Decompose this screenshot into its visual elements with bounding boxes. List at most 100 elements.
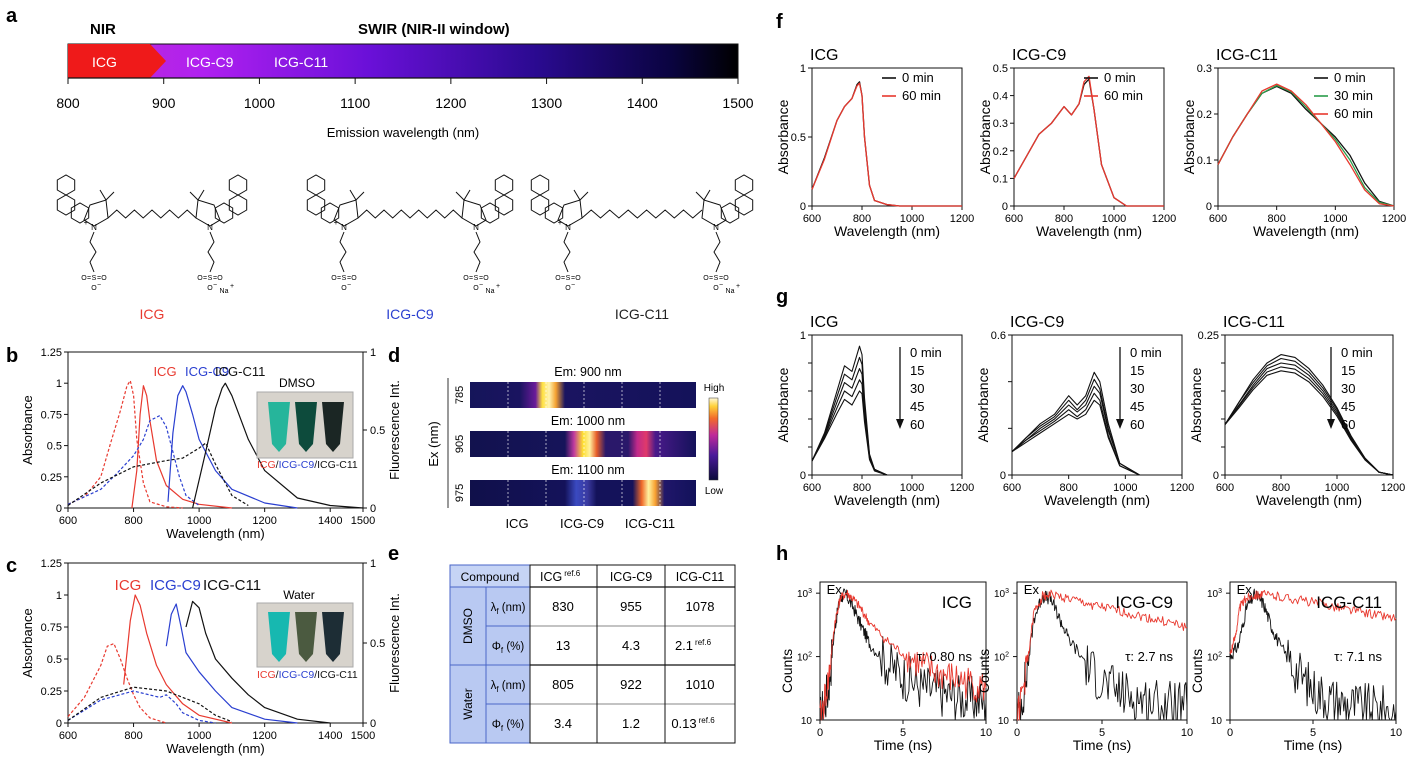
chart-g-icg: ICG 600 800 1000 1200 0 1 0 min 15 30 45 60 Waveleng… <box>775 314 974 508</box>
heatmap-row-785 <box>470 382 696 408</box>
x-tick-label: 10 <box>1390 727 1402 739</box>
plot-title: ICG-C11 <box>1216 47 1278 64</box>
atom-label: O <box>81 275 87 282</box>
lifetime-label: τ: 2.7 ns <box>1125 649 1173 664</box>
y-tick-label: 0.5 <box>47 441 62 453</box>
x-tick-label: 1200 <box>252 730 276 742</box>
y-tick-label: 102 <box>797 652 812 664</box>
y-tick-label: 0.2 <box>993 146 1008 158</box>
atom-label: O <box>207 285 213 292</box>
atom-label: S <box>92 275 97 282</box>
y-tick-label: 0.25 <box>41 472 62 484</box>
time-label: 45 <box>1341 399 1355 414</box>
x-axis-title: Wavelength (nm) <box>1044 492 1150 508</box>
y-tick-label: 0 <box>1213 470 1219 482</box>
chart-h-icg-c9: 0 5 10 10 102 103 Ex ICG-C9 τ: 2.7 ns Time (ns) Co… <box>976 581 1193 753</box>
x-tick-label: 0 <box>1227 727 1233 739</box>
y2-tick-label: 1 <box>370 347 376 359</box>
y-axis-title: Absorbance <box>775 367 791 442</box>
molecule-name-icg: ICG <box>140 306 165 322</box>
atom-label: − <box>213 282 217 289</box>
y-tick-label: 103 <box>994 588 1009 600</box>
table-row: λf (nm) 830 955 1078 <box>491 599 715 616</box>
heatmap-y-label: Ex (nm) <box>426 421 441 467</box>
series-30 <box>1011 385 1182 476</box>
series-icg-absorbance <box>67 380 183 509</box>
y-axis-title: Counts <box>976 649 992 693</box>
atom-label: = <box>203 275 207 282</box>
plot-frame <box>1013 67 1165 207</box>
y-tick-label: 1 <box>800 63 806 75</box>
y-tick-label: 0.25 <box>41 686 62 698</box>
atom-label: S <box>474 275 479 282</box>
plot-title: ICG-C11 <box>1223 314 1285 331</box>
time-label: 15 <box>1130 363 1144 378</box>
y2-tick-label: 0 <box>370 503 376 515</box>
y-tick-label: 1.25 <box>41 558 62 570</box>
bar-label-icg: ICG <box>92 54 117 70</box>
atom-label: O <box>575 275 581 282</box>
panel-h: h 0 5 10 10 102 103 Ex ICG τ: 0.80 ns Time (ns) Co… <box>776 543 1402 753</box>
time-label: 15 <box>910 363 924 378</box>
series-icg-c9-absorbance <box>67 690 216 724</box>
y-tick-label: 0 <box>800 201 806 213</box>
y-tick-label: 0 <box>1002 201 1008 213</box>
y-axis-title: Absorbance <box>20 395 35 464</box>
x-tick-label: 800 <box>853 213 871 225</box>
atom-label: O <box>723 275 729 282</box>
table-header-icg-c11: ICG-C11 <box>676 570 724 584</box>
ex-label: Ex <box>1237 582 1253 597</box>
x-axis-title: Wavelength (nm) <box>166 526 265 541</box>
y2-tick-label: 0 <box>370 718 376 730</box>
atom-label: O <box>197 275 203 282</box>
y-tick-label: 10 <box>1211 716 1223 727</box>
x-tick-label: 800 <box>1055 213 1073 225</box>
y-tick-label: 0.75 <box>41 622 62 634</box>
table-cell-icg: 13 <box>556 638 570 653</box>
panel-label-c: c <box>6 555 17 577</box>
panel-d: d Em: 900 nm Em: 1000 nm Em: 1100 nm 785… <box>388 345 724 531</box>
series-icg-c11-absorbance <box>67 442 249 507</box>
atom-label: Na <box>220 288 229 295</box>
y2-tick-label: 0.5 <box>370 638 385 650</box>
y-tick-label: 1 <box>800 330 806 342</box>
atom-label: S <box>208 275 213 282</box>
emission-tick-label: 1500 <box>722 95 753 111</box>
vial-icg <box>268 402 290 452</box>
y-tick-label: 0.5 <box>791 132 806 144</box>
decrease-arrow-head <box>896 419 904 429</box>
y2-axis-title: Fluorescence Int. <box>387 380 402 480</box>
y-tick-label: 102 <box>1207 652 1222 664</box>
y-tick-label: 0.6 <box>991 330 1006 342</box>
table-cell-icg: 805 <box>552 677 574 692</box>
atom-label: N <box>713 223 719 232</box>
y-tick-label: 103 <box>1207 588 1222 600</box>
atom-label: − <box>571 282 575 289</box>
atom-label: O <box>331 275 337 282</box>
x-tick-label: 1400 <box>318 515 342 527</box>
atom-label: N <box>565 223 571 232</box>
atom-label: N <box>473 223 479 232</box>
emission-axis-title: Emission wavelength (nm) <box>327 125 479 140</box>
y2-axis-title: Fluorescence Int. <box>387 593 402 693</box>
molecule-icg: N+NO = S = OO −O = S = OO −Na+ <box>56 174 248 295</box>
vial-water-icg-c11 <box>322 612 344 662</box>
atom-label: = <box>719 275 723 282</box>
legend-label: 0 min <box>1334 70 1366 85</box>
series-0-min <box>1011 371 1182 476</box>
chart-c: 600 800 1000 1200 1400 150000.250.50.7511.250… <box>20 558 402 756</box>
series-60 <box>811 390 962 476</box>
panel-label-a: a <box>6 5 18 27</box>
series-icg-absorbance <box>67 642 167 724</box>
y-axis-title: Absorbance <box>20 608 35 677</box>
legend-label: 60 min <box>1334 106 1373 121</box>
x-tick-label: 1000 <box>900 213 924 225</box>
series-emission <box>1229 589 1397 655</box>
nir-label: NIR <box>90 21 116 38</box>
table-param: Φf (%) <box>492 641 525 655</box>
molecule-name-icg-c9: ICG-C9 <box>386 306 434 322</box>
emission-axis-ticks: 800 900 1000 1100 1200 1300 1400 1500 <box>56 78 754 111</box>
atom-label: N <box>91 223 97 232</box>
lifetime-label: τ: 7.1 ns <box>1334 649 1382 664</box>
x-tick-label: 5 <box>900 727 906 739</box>
